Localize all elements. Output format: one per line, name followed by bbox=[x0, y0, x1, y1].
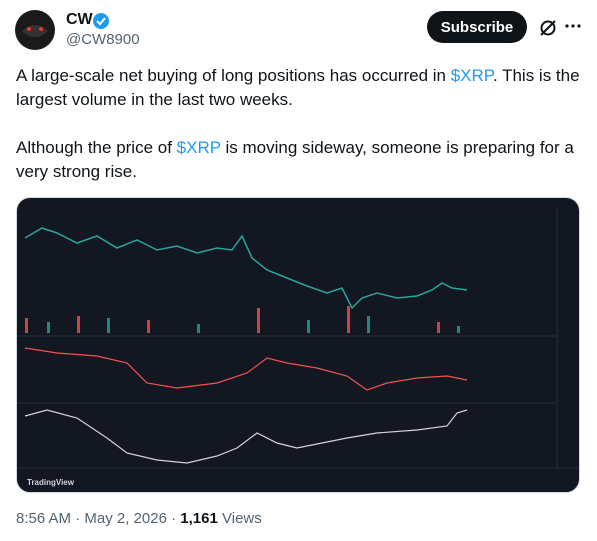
cashtag[interactable]: $XRP bbox=[176, 138, 221, 157]
time[interactable]: 8:56 AM bbox=[16, 510, 72, 527]
user-handle[interactable]: @CW8900 bbox=[66, 31, 140, 48]
paragraph: Although the price of $XRP is moving sid… bbox=[16, 136, 581, 184]
separator: · bbox=[75, 510, 81, 527]
subscribe-button[interactable]: Subscribe bbox=[427, 11, 527, 43]
watermark: TradingView bbox=[27, 478, 74, 487]
tweet-text: A large-scale net buying of long positio… bbox=[16, 64, 581, 208]
user-name[interactable]: CW bbox=[66, 11, 93, 28]
text: A large-scale net buying of long positio… bbox=[16, 66, 451, 85]
text: . This is the largest volume in the last… bbox=[16, 66, 580, 109]
verified-badge bbox=[93, 13, 109, 29]
text: Although the price of bbox=[16, 138, 177, 157]
chart-image[interactable]: TradingView bbox=[16, 197, 580, 493]
text: is moving sideway, someone is preparing … bbox=[16, 138, 574, 181]
separator: · bbox=[171, 510, 177, 527]
date[interactable]: May 2, 2026 bbox=[84, 510, 167, 527]
footer: 8:56 AM · May 2, 2026 · 1,161 Views bbox=[16, 510, 262, 527]
views-count: 1,161 bbox=[180, 510, 218, 527]
chart-graphic bbox=[17, 208, 579, 469]
paragraph: A large-scale net buying of long positio… bbox=[16, 64, 581, 112]
avatar[interactable] bbox=[14, 9, 56, 51]
grok-icon[interactable] bbox=[538, 18, 558, 38]
views-label: Views bbox=[222, 510, 262, 527]
more-menu[interactable] bbox=[564, 22, 582, 30]
cashtag[interactable]: $XRP bbox=[450, 66, 493, 85]
